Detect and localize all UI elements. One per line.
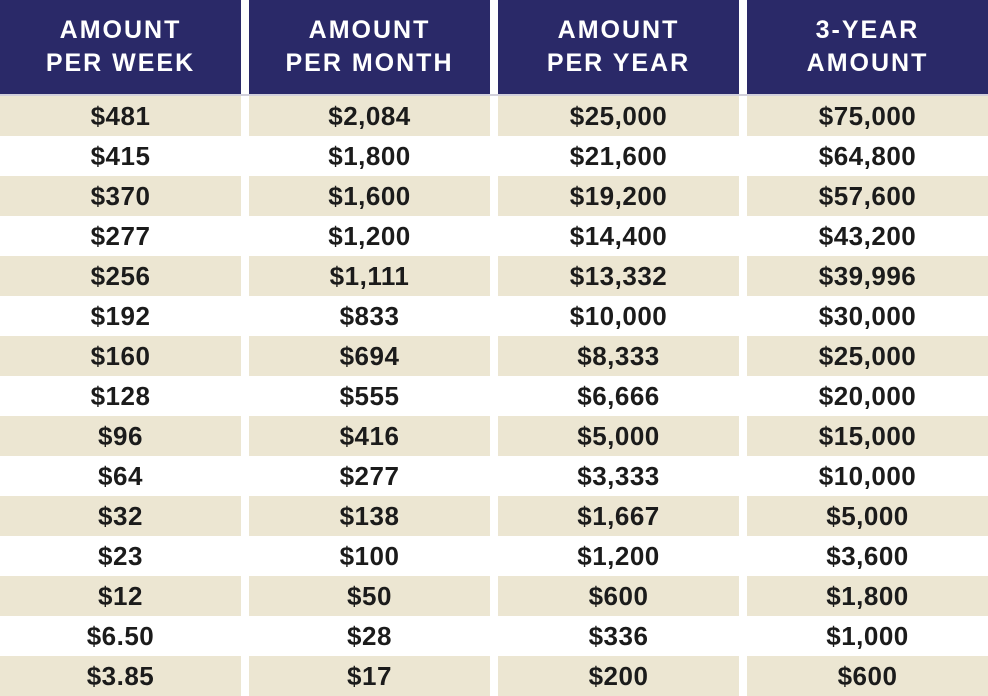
cell-week: $12 (0, 576, 241, 616)
cell-month: $138 (249, 496, 490, 536)
cell-month: $1,800 (249, 136, 490, 176)
table-row: $3.85 $17 $200 $600 (0, 656, 988, 696)
cell-3year: $600 (747, 656, 988, 696)
cell-week: $481 (0, 96, 241, 136)
cell-week: $256 (0, 256, 241, 296)
cell-3year: $15,000 (747, 416, 988, 456)
cell-year: $14,400 (498, 216, 739, 256)
cell-week: $415 (0, 136, 241, 176)
cell-3year: $64,800 (747, 136, 988, 176)
cell-3year: $57,600 (747, 176, 988, 216)
cell-3year: $1,000 (747, 616, 988, 656)
table-row: $23 $100 $1,200 $3,600 (0, 536, 988, 576)
cell-month: $555 (249, 376, 490, 416)
table-row: $160 $694 $8,333 $25,000 (0, 336, 988, 376)
cell-week: $3.85 (0, 656, 241, 696)
cell-week: $23 (0, 536, 241, 576)
cell-week: $64 (0, 456, 241, 496)
cell-month: $1,200 (249, 216, 490, 256)
table-row: $192 $833 $10,000 $30,000 (0, 296, 988, 336)
column-header-line: AMOUNT (557, 16, 680, 44)
cell-year: $8,333 (498, 336, 739, 376)
column-header-line: 3-YEAR (815, 16, 920, 44)
cell-month: $17 (249, 656, 490, 696)
table-row: $256 $1,111 $13,332 $39,996 (0, 256, 988, 296)
cell-year: $25,000 (498, 96, 739, 136)
cell-year: $3,333 (498, 456, 739, 496)
cell-month: $50 (249, 576, 490, 616)
cell-month: $100 (249, 536, 490, 576)
cell-year: $21,600 (498, 136, 739, 176)
cell-3year: $5,000 (747, 496, 988, 536)
cell-year: $1,667 (498, 496, 739, 536)
column-header-line: AMOUNT (308, 16, 431, 44)
cell-3year: $20,000 (747, 376, 988, 416)
cell-month: $277 (249, 456, 490, 496)
table-row: $32 $138 $1,667 $5,000 (0, 496, 988, 536)
column-header-line: PER WEEK (45, 49, 196, 77)
cell-week: $160 (0, 336, 241, 376)
cell-year: $336 (498, 616, 739, 656)
cell-year: $13,332 (498, 256, 739, 296)
cell-month: $694 (249, 336, 490, 376)
table-row: $277 $1,200 $14,400 $43,200 (0, 216, 988, 256)
cell-week: $277 (0, 216, 241, 256)
cell-month: $1,111 (249, 256, 490, 296)
column-header-line: AMOUNT (59, 16, 182, 44)
cell-3year: $25,000 (747, 336, 988, 376)
cell-3year: $10,000 (747, 456, 988, 496)
cell-week: $32 (0, 496, 241, 536)
cell-3year: $30,000 (747, 296, 988, 336)
table-row: $128 $555 $6,666 $20,000 (0, 376, 988, 416)
table-row: $481 $2,084 $25,000 $75,000 (0, 96, 988, 136)
table-row: $370 $1,600 $19,200 $57,600 (0, 176, 988, 216)
cell-year: $1,200 (498, 536, 739, 576)
cell-month: $2,084 (249, 96, 490, 136)
cell-3year: $3,600 (747, 536, 988, 576)
cell-week: $96 (0, 416, 241, 456)
table-header-row: AMOUNT PER WEEK AMOUNT PER MONTH AMOUNT … (0, 0, 988, 94)
cell-3year: $43,200 (747, 216, 988, 256)
cell-week: $6.50 (0, 616, 241, 656)
header-divider (0, 94, 988, 96)
column-header-line: PER MONTH (285, 49, 454, 77)
table-row: $96 $416 $5,000 $15,000 (0, 416, 988, 456)
cell-year: $6,666 (498, 376, 739, 416)
cell-3year: $1,800 (747, 576, 988, 616)
column-header-3-year-amount: 3-YEAR AMOUNT (747, 0, 988, 94)
cell-week: $128 (0, 376, 241, 416)
column-header-amount-per-week: AMOUNT PER WEEK (0, 0, 241, 94)
column-header-amount-per-month: AMOUNT PER MONTH (249, 0, 490, 94)
cell-year: $5,000 (498, 416, 739, 456)
cell-month: $1,600 (249, 176, 490, 216)
column-header-line: PER YEAR (546, 49, 691, 77)
cell-week: $370 (0, 176, 241, 216)
cell-week: $192 (0, 296, 241, 336)
cell-3year: $39,996 (747, 256, 988, 296)
column-header-line: AMOUNT (806, 49, 929, 77)
cell-month: $28 (249, 616, 490, 656)
cell-month: $416 (249, 416, 490, 456)
cell-3year: $75,000 (747, 96, 988, 136)
table-row: $6.50 $28 $336 $1,000 (0, 616, 988, 656)
cell-year: $10,000 (498, 296, 739, 336)
table-row: $64 $277 $3,333 $10,000 (0, 456, 988, 496)
cell-year: $200 (498, 656, 739, 696)
table-row: $12 $50 $600 $1,800 (0, 576, 988, 616)
cell-year: $19,200 (498, 176, 739, 216)
column-header-amount-per-year: AMOUNT PER YEAR (498, 0, 739, 94)
cell-year: $600 (498, 576, 739, 616)
table-row: $415 $1,800 $21,600 $64,800 (0, 136, 988, 176)
cell-month: $833 (249, 296, 490, 336)
